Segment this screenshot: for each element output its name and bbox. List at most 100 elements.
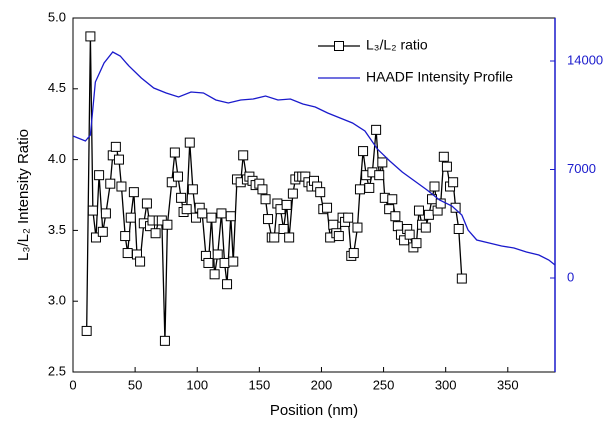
legend-label: HAADF Intensity Profile xyxy=(366,69,513,85)
y-tick-label: 3.0 xyxy=(48,293,66,308)
data-point xyxy=(228,256,239,267)
data-point xyxy=(212,249,223,260)
data-point xyxy=(448,177,459,188)
data-point xyxy=(392,221,403,232)
data-point xyxy=(187,184,198,195)
x-tick-label: 100 xyxy=(186,377,208,392)
x-tick-label: 50 xyxy=(128,377,142,392)
data-point xyxy=(281,199,292,210)
data-point xyxy=(141,198,152,209)
data-point xyxy=(135,256,146,267)
data-point xyxy=(125,212,136,223)
y-axis-label: L₃/L₂ Intensity Ratio xyxy=(15,129,32,261)
x-tick-label: 300 xyxy=(435,377,457,392)
data-point xyxy=(456,273,467,284)
data-point xyxy=(371,124,382,135)
y2-tick-label: 14000 xyxy=(567,52,603,67)
data-point xyxy=(162,219,173,230)
data-point xyxy=(257,184,268,195)
data-point xyxy=(423,209,434,220)
data-point xyxy=(411,238,422,249)
data-point xyxy=(122,248,133,259)
legend-marker xyxy=(334,41,344,51)
data-point xyxy=(159,335,170,346)
y-tick-label: 4.0 xyxy=(48,151,66,166)
data-point xyxy=(343,212,354,223)
x-tick-label: 150 xyxy=(248,377,270,392)
data-point xyxy=(150,228,161,239)
data-point xyxy=(203,257,214,268)
data-point xyxy=(420,222,431,233)
data-point xyxy=(358,146,369,157)
data-point xyxy=(284,232,295,243)
data-point xyxy=(278,223,289,234)
data-point xyxy=(197,208,208,219)
data-point xyxy=(120,231,131,242)
x-tick-label: 250 xyxy=(373,377,395,392)
data-point xyxy=(429,181,440,192)
data-point xyxy=(128,187,139,198)
data-point xyxy=(441,161,452,172)
data-point xyxy=(222,279,233,290)
data-point xyxy=(413,205,424,216)
data-point xyxy=(238,150,249,161)
data-point xyxy=(399,235,410,246)
data-point xyxy=(166,177,177,188)
legend-label: L₃/L₂ ratio xyxy=(366,37,428,53)
data-point xyxy=(94,170,105,181)
data-point xyxy=(354,184,365,195)
data-point xyxy=(216,208,227,219)
data-point xyxy=(263,214,274,225)
data-point xyxy=(90,232,101,243)
data-point xyxy=(384,204,395,215)
data-point xyxy=(438,151,449,162)
data-point xyxy=(450,202,461,213)
data-point xyxy=(219,257,230,268)
data-point xyxy=(181,204,192,215)
data-point xyxy=(315,187,326,198)
data-point xyxy=(387,194,398,205)
data-point xyxy=(100,208,111,219)
x-axis-label: Position (nm) xyxy=(270,402,358,419)
y2-tick-label: 0 xyxy=(567,269,574,284)
y-tick-label: 4.5 xyxy=(48,80,66,95)
data-point xyxy=(287,188,298,199)
y2-tick-label: 7000 xyxy=(567,161,596,176)
x-tick-label: 200 xyxy=(311,377,333,392)
data-point xyxy=(184,137,195,148)
data-point xyxy=(87,205,98,216)
data-point xyxy=(97,226,108,237)
data-point xyxy=(328,219,339,230)
data-point xyxy=(390,211,401,222)
data-point xyxy=(113,154,124,165)
data-point xyxy=(377,157,388,168)
y-tick-label: 5.0 xyxy=(48,9,66,24)
data-point xyxy=(85,31,96,42)
data-point xyxy=(206,212,217,223)
data-point xyxy=(364,182,375,193)
x-tick-label: 0 xyxy=(69,377,76,392)
data-point xyxy=(348,248,359,259)
data-point xyxy=(116,181,127,192)
data-point xyxy=(225,211,236,222)
data-point xyxy=(81,325,92,336)
data-point xyxy=(209,269,220,280)
data-point xyxy=(453,223,464,234)
data-point xyxy=(404,229,415,240)
data-point xyxy=(105,178,116,189)
data-point xyxy=(110,141,121,152)
data-point xyxy=(172,171,183,182)
data-point xyxy=(333,231,344,242)
data-point xyxy=(374,170,385,181)
x-tick-label: 350 xyxy=(497,377,519,392)
data-point xyxy=(260,194,271,205)
data-point xyxy=(169,147,180,158)
series-line xyxy=(72,51,556,266)
data-point xyxy=(269,232,280,243)
y-tick-label: 2.5 xyxy=(48,363,66,378)
data-point xyxy=(435,198,446,209)
data-point xyxy=(322,202,333,213)
data-point xyxy=(352,222,363,233)
y-tick-label: 3.5 xyxy=(48,222,66,237)
